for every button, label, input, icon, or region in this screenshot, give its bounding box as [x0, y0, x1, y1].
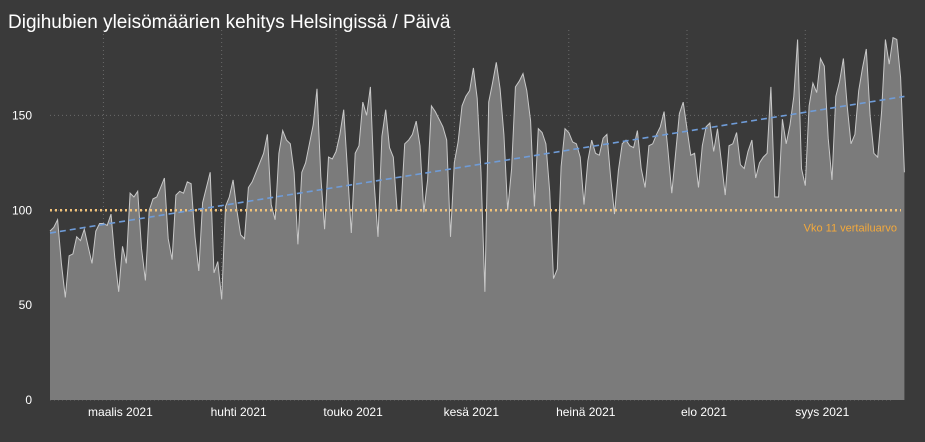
y-tick-label: 0 [25, 393, 32, 407]
series-area [50, 37, 905, 400]
y-tick-label: 100 [12, 203, 32, 217]
x-tick-label: touko 2021 [323, 405, 383, 419]
y-tick-label: 50 [19, 298, 33, 312]
x-tick-label: elo 2021 [681, 405, 727, 419]
reference-label: Vko 11 vertailuarvo [804, 222, 897, 234]
trend-line [49, 95, 905, 234]
y-tick-label: 150 [12, 108, 32, 122]
area-layer [49, 36, 905, 400]
chart-title: Digihubien yleisömäärien kehitys Helsing… [8, 12, 451, 33]
x-tick-label: heinä 2021 [556, 405, 616, 419]
x-tick-label: maalis 2021 [88, 405, 153, 419]
trend-layer [49, 95, 905, 234]
series-line [49, 36, 905, 300]
x-tick-label: syys 2021 [795, 405, 849, 419]
x-tick-label: kesä 2021 [444, 405, 500, 419]
x-tick-label: huhti 2021 [211, 405, 267, 419]
axis-layer: 0 50 100 150 maalis 2021 huhti 2021 touko 2021… [12, 108, 850, 419]
